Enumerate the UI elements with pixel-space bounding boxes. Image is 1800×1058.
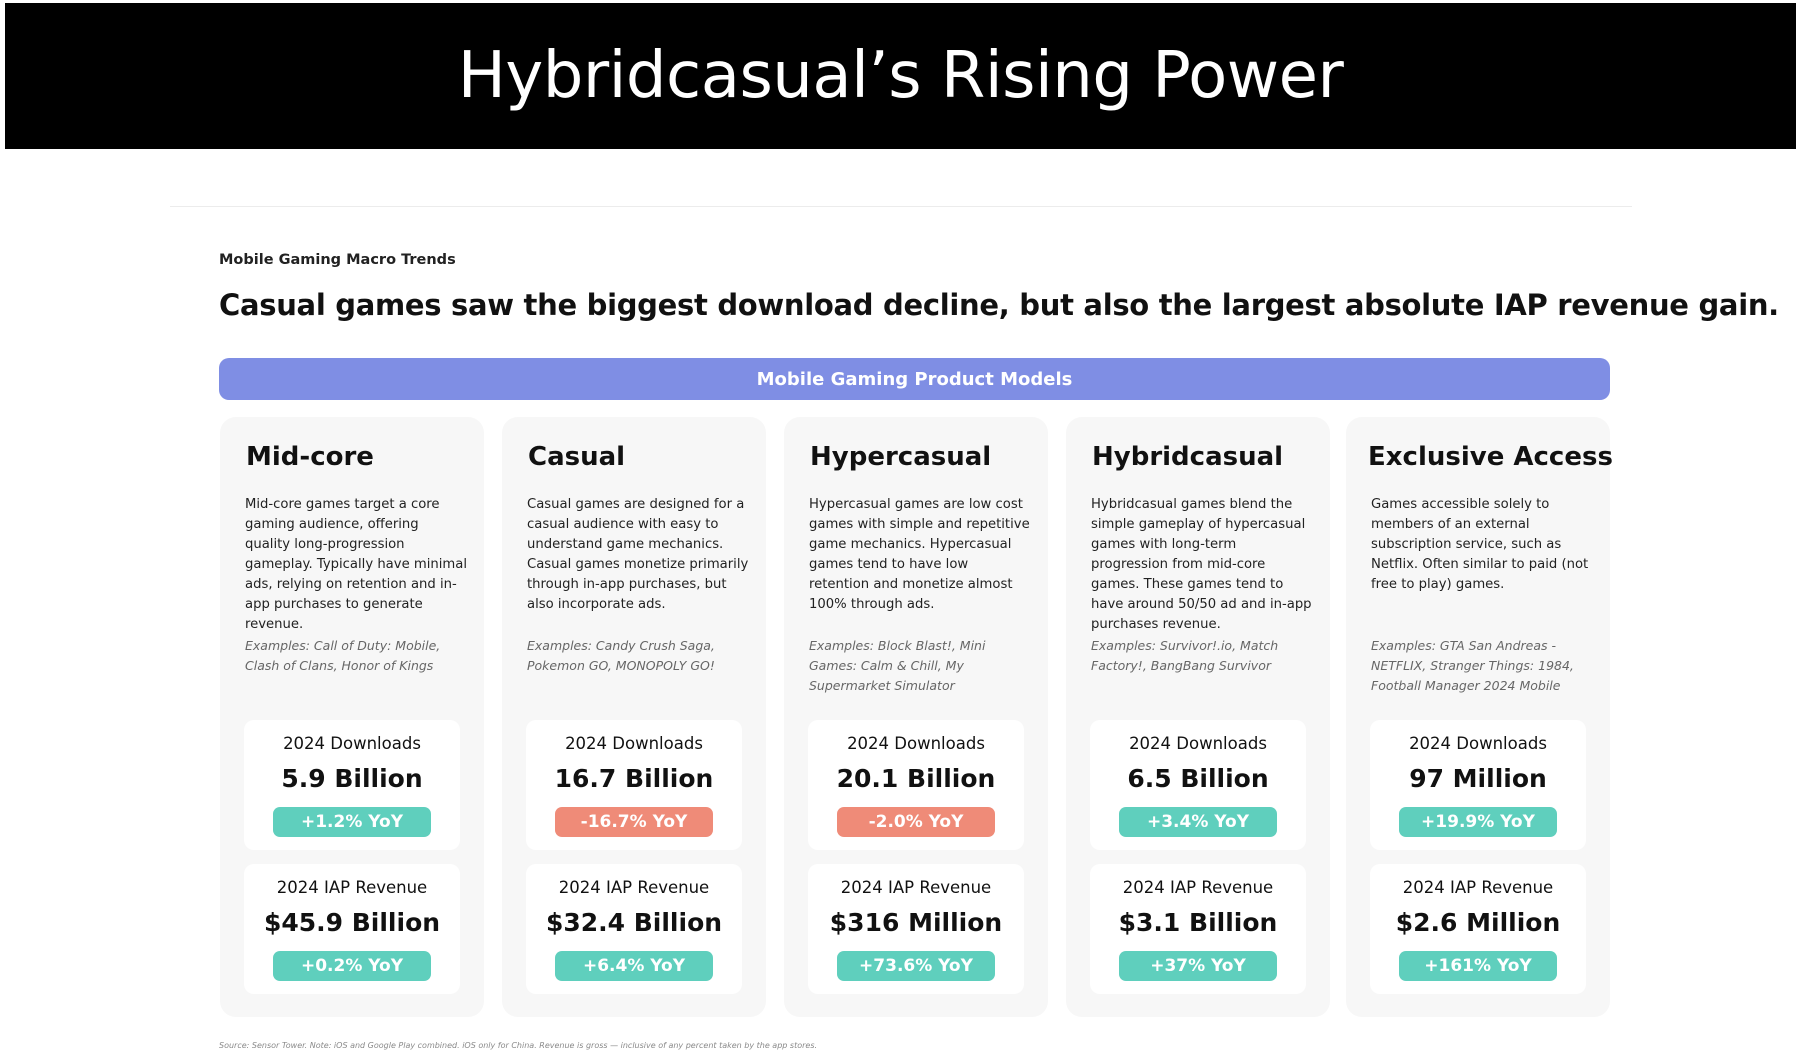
revenue-value: $45.9 Billion: [263, 908, 441, 937]
revenue-yoy-badge: +6.4% YoY: [555, 951, 713, 981]
revenue-yoy-badge: +0.2% YoY: [273, 951, 431, 981]
revenue-value: $316 Million: [829, 908, 1003, 937]
downloads-stat: 2024 Downloads 97 Million +19.9% YoY: [1370, 720, 1586, 850]
downloads-value: 6.5 Billion: [1127, 764, 1269, 793]
downloads-yoy-badge: -16.7% YoY: [555, 807, 713, 837]
page-title: Hybridcasual’s Rising Power: [457, 39, 1344, 113]
downloads-yoy-badge: -2.0% YoY: [837, 807, 995, 837]
downloads-value: 5.9 Billion: [281, 764, 423, 793]
downloads-value: 16.7 Billion: [554, 764, 714, 793]
card-description: Games accessible solely to members of an…: [1371, 497, 1589, 592]
downloads-label: 2024 Downloads: [1129, 734, 1267, 753]
card-title: Mid-core: [246, 442, 374, 472]
downloads-stat: 2024 Downloads 16.7 Billion -16.7% YoY: [526, 720, 742, 850]
revenue-label: 2024 IAP Revenue: [840, 878, 992, 897]
downloads-label: 2024 Downloads: [283, 734, 421, 753]
revenue-yoy-badge: +161% YoY: [1399, 951, 1557, 981]
revenue-value: $2.6 Million: [1395, 908, 1561, 937]
card-description: Mid-core games target a core gaming audi…: [245, 497, 468, 632]
card-examples: Examples: Block Blast!, Mini Games: Calm…: [809, 638, 986, 693]
card-title: Casual: [528, 442, 626, 472]
downloads-yoy-badge: +19.9% YoY: [1399, 807, 1557, 837]
product-card-hybridcasual: Hybridcasual Hybridcasual games blend th…: [1066, 417, 1330, 1017]
product-models-banner: Mobile Gaming Product Models: [219, 358, 1610, 400]
card-title: Exclusive Access: [1368, 442, 1613, 472]
revenue-label: 2024 IAP Revenue: [1402, 878, 1554, 897]
card-examples: Examples: Survivor!.io, Match Factory!, …: [1091, 638, 1279, 673]
revenue-stat: 2024 IAP Revenue $3.1 Billion +37% YoY: [1090, 864, 1306, 994]
downloads-value: 97 Million: [1409, 764, 1547, 793]
downloads-stat: 2024 Downloads 20.1 Billion -2.0% YoY: [808, 720, 1024, 850]
section-eyebrow: Mobile Gaming Macro Trends: [219, 252, 456, 268]
downloads-label: 2024 Downloads: [565, 734, 703, 753]
headline: Casual games saw the biggest download de…: [219, 288, 1779, 322]
downloads-stat: 2024 Downloads 6.5 Billion +3.4% YoY: [1090, 720, 1306, 850]
revenue-label: 2024 IAP Revenue: [558, 878, 710, 897]
revenue-value: $3.1 Billion: [1118, 908, 1278, 937]
product-card-exclusive-access: Exclusive Access Games accessible solely…: [1346, 417, 1613, 1017]
revenue-yoy-badge: +37% YoY: [1119, 951, 1277, 981]
product-card-casual: Casual Casual games are designed for a c…: [502, 417, 766, 1017]
revenue-stat: 2024 IAP Revenue $2.6 Million +161% YoY: [1370, 864, 1586, 994]
card-description: Hybridcasual games blend the simple game…: [1091, 497, 1312, 632]
source-footnote: Source: Sensor Tower. Note: iOS and Goog…: [219, 1041, 818, 1050]
card-title: Hypercasual: [810, 442, 992, 472]
card-title: Hybridcasual: [1092, 442, 1284, 472]
product-card-hypercasual: Hypercasual Hypercasual games are low co…: [784, 417, 1048, 1017]
card-description: Casual games are designed for a casual a…: [527, 497, 749, 612]
downloads-stat: 2024 Downloads 5.9 Billion +1.2% YoY: [244, 720, 460, 850]
downloads-yoy-badge: +1.2% YoY: [273, 807, 431, 837]
card-description: Hypercasual games are low cost games wit…: [809, 497, 1030, 612]
downloads-yoy-badge: +3.4% YoY: [1119, 807, 1277, 837]
revenue-label: 2024 IAP Revenue: [276, 878, 428, 897]
card-examples: Examples: Call of Duty: Mobile, Clash of…: [245, 638, 441, 673]
card-examples: Examples: Candy Crush Saga, Pokemon GO, …: [527, 638, 715, 673]
revenue-stat: 2024 IAP Revenue $45.9 Billion +0.2% YoY: [244, 864, 460, 994]
revenue-value: $32.4 Billion: [545, 908, 723, 937]
card-examples: Examples: GTA San Andreas - NETFLIX, Str…: [1371, 638, 1574, 693]
divider: [170, 206, 1632, 207]
revenue-stat: 2024 IAP Revenue $32.4 Billion +6.4% YoY: [526, 864, 742, 994]
revenue-label: 2024 IAP Revenue: [1122, 878, 1274, 897]
product-card-midcore: Mid-core Mid-core games target a core ga…: [220, 417, 484, 1017]
downloads-label: 2024 Downloads: [1409, 734, 1547, 753]
title-bar: Hybridcasual’s Rising Power: [5, 3, 1796, 149]
revenue-stat: 2024 IAP Revenue $316 Million +73.6% YoY: [808, 864, 1024, 994]
downloads-label: 2024 Downloads: [847, 734, 985, 753]
revenue-yoy-badge: +73.6% YoY: [837, 951, 995, 981]
downloads-value: 20.1 Billion: [836, 764, 996, 793]
